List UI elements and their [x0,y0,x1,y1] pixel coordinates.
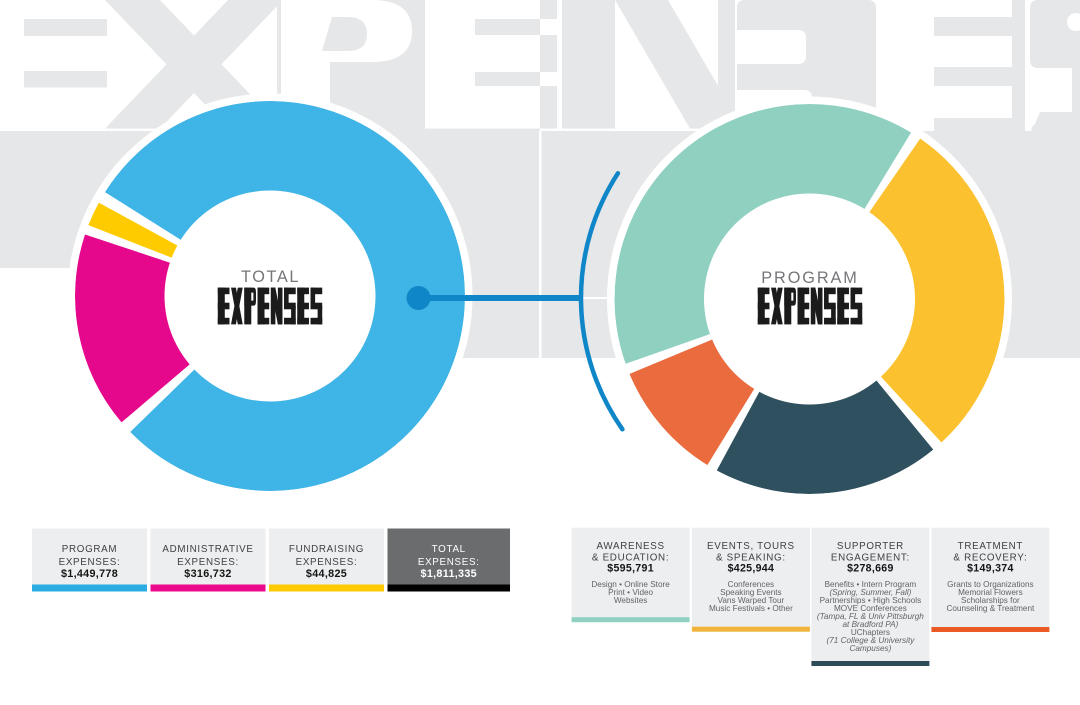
svg-text:SUPPORTER: SUPPORTER [837,541,904,552]
svg-text:(Spring, Summer, Fall): (Spring, Summer, Fall) [829,588,911,597]
svg-text:$595,791: $595,791 [607,563,654,575]
svg-text:$316,732: $316,732 [184,568,231,580]
svg-text:FUNDRAISING: FUNDRAISING [289,544,364,555]
svg-text:Partnerships • High Schools: Partnerships • High Schools [820,596,922,605]
svg-text:EVENTS, TOURS: EVENTS, TOURS [707,541,795,552]
svg-text:ENGAGEMENT:: ENGAGEMENT: [831,552,910,563]
svg-text:Counseling & Treatment: Counseling & Treatment [946,604,1035,613]
svg-text:PROGRAM: PROGRAM [761,269,858,287]
svg-text:Campuses): Campuses) [849,644,891,653]
svg-text:& RECOVERY:: & RECOVERY: [953,552,1027,563]
svg-text:MOVE Conferences: MOVE Conferences [834,604,907,613]
svg-text:Print • Video: Print • Video [608,588,653,597]
svg-text:TOTAL: TOTAL [432,544,466,555]
svg-text:EXPENSES:: EXPENSES: [296,557,358,568]
svg-text:TOTAL: TOTAL [241,268,300,286]
svg-text:UChapters: UChapters [851,628,890,637]
svg-text:& SPEAKING:: & SPEAKING: [716,552,786,563]
svg-text:Speaking Events: Speaking Events [720,588,781,597]
svg-text:Music Festivals • Other: Music Festivals • Other [709,604,793,613]
svg-text:(71 College & University: (71 College & University [826,636,915,645]
svg-text:ADMINISTRATIVE: ADMINISTRATIVE [162,544,253,555]
svg-text:$1,811,335: $1,811,335 [421,568,477,580]
svg-text:Websites: Websites [614,596,648,605]
svg-text:TREATMENT: TREATMENT [958,541,1023,552]
svg-text:Grants to Organizations: Grants to Organizations [947,580,1033,589]
svg-text:Vans Warped Tour: Vans Warped Tour [718,596,785,605]
svg-text:EXPENSES:: EXPENSES: [177,557,239,568]
svg-text:$44,825: $44,825 [306,568,347,580]
svg-text:EXPENSES:: EXPENSES: [418,557,480,568]
svg-text:Scholarships for: Scholarships for [961,596,1020,605]
svg-text:Design • Online Store: Design • Online Store [591,580,670,589]
svg-text:$278,669: $278,669 [847,563,894,575]
svg-text:EXPENSES:: EXPENSES: [59,557,121,568]
svg-text:$1,449,778: $1,449,778 [61,568,118,580]
svg-text:& EDUCATION:: & EDUCATION: [592,552,669,563]
svg-text:Memorial Flowers: Memorial Flowers [958,588,1023,597]
svg-text:at Bradford PA): at Bradford PA) [842,620,898,629]
svg-text:(Tampa, FL & Univ Pittsburgh: (Tampa, FL & Univ Pittsburgh [817,612,924,621]
svg-text:Conferences: Conferences [728,580,774,589]
svg-text:$425,944: $425,944 [728,563,775,575]
svg-text:PROGRAM: PROGRAM [62,544,118,555]
svg-text:Benefits • Intern Program: Benefits • Intern Program [825,580,917,589]
svg-text:$149,374: $149,374 [967,563,1014,575]
svg-text:AWARENESS: AWARENESS [597,541,665,552]
